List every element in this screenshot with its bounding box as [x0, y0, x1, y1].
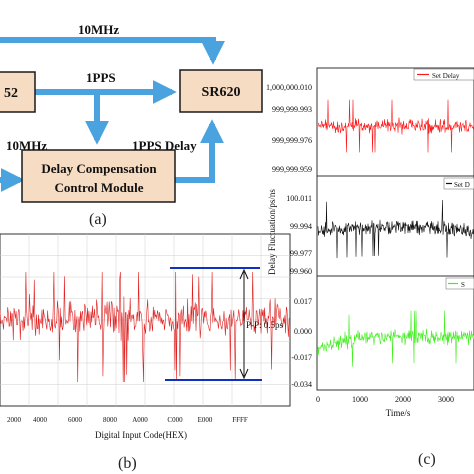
c-xtick-1: 1000: [352, 395, 368, 404]
c2-ytick-1: 99.994: [290, 222, 312, 231]
b-xtick: FFFF: [232, 416, 248, 424]
legend-c2: Set D: [443, 177, 474, 190]
b-xtick: C000: [167, 416, 183, 424]
plot-c-xticks: 0 1000 2000 3000: [316, 395, 454, 404]
legend-c3-label: S: [461, 281, 465, 289]
c3-ytick-1: 0.000: [294, 327, 312, 336]
sr620-block-label: SR620: [202, 85, 241, 100]
b-xtick: E000: [198, 416, 213, 424]
legend-c3: S: [445, 277, 474, 290]
plot-c3-series: [317, 310, 474, 367]
label-10mhz-top: 10MHz: [78, 22, 119, 37]
arrow-1pps-delay: [175, 119, 224, 183]
panel-a-diagram: 52 SR620 Delay Compensation Control Modu…: [0, 22, 263, 228]
b-xtick: A000: [132, 416, 148, 424]
b-xtick: 6000: [68, 416, 83, 424]
plot-c1-yticks: 1,000,000.010 999,999.993 999,999.976 99…: [266, 83, 312, 174]
label-1pps: 1PPS: [86, 70, 116, 85]
plot-c-ylabel: Delay Fluctuation/ps/ns: [267, 189, 277, 275]
plot-c3-yticks: 0.017 0.000 -0.017 -0.034: [291, 297, 312, 389]
pp-arrow-head-top: [239, 268, 249, 280]
c2-ytick-3: 99.960: [290, 267, 312, 276]
delay-module-label-2: Control Module: [55, 180, 144, 195]
c3-ytick-0: 0.017: [294, 297, 312, 306]
c-xtick-3: 3000: [438, 395, 454, 404]
c1-ytick-2: 999,999.976: [272, 136, 312, 145]
plot-c1-series: [318, 99, 474, 153]
plot-b-xticks: 2000 4000 6000 8000 A000 C000 E000 FFFF: [7, 416, 248, 424]
legend-c2-label: Set D: [454, 181, 470, 189]
caption-c: (c): [418, 451, 436, 468]
c2-ytick-0: 100.011: [286, 194, 312, 203]
c3-ytick-3: -0.034: [291, 380, 312, 389]
caption-a: (a): [89, 211, 107, 228]
c-xtick-2: 2000: [395, 395, 411, 404]
c1-ytick-1: 999,999.993: [272, 105, 312, 114]
diagram-arrows: [0, 37, 225, 192]
legend-c1-label: Set Delay: [432, 72, 460, 80]
c1-ytick-3: 999,999.959: [272, 165, 312, 174]
c3-ytick-2: -0.017: [291, 353, 312, 362]
label-1pps-delay: 1PPS Delay: [132, 138, 197, 153]
plot-b-grid: [0, 234, 290, 406]
c-xtick-0: 0: [316, 395, 320, 404]
source-block: [0, 71, 36, 113]
sr620-block: [179, 69, 263, 113]
b-xtick: 4000: [33, 416, 48, 424]
b-xtick: 8000: [103, 416, 118, 424]
source-block-label: 52: [4, 86, 18, 101]
pp-arrow-head-bottom: [239, 368, 249, 380]
delay-module-label-1: Delay Compensation: [41, 161, 157, 176]
plot-c-xlabel: Time/s: [386, 408, 411, 418]
legend-c1: Set Delay: [413, 68, 474, 81]
plot-b-xlabel: Digital Input Code(HEX): [95, 430, 187, 440]
arrow-10mhz-top: [0, 37, 225, 65]
plot-b-series: [0, 271, 291, 383]
plot-c2-series: [317, 199, 474, 259]
plot-c2-yticks: 100.011 99.994 99.977 99.960: [286, 194, 312, 276]
caption-b: (b): [118, 455, 137, 472]
c2-ytick-2: 99.977: [290, 249, 312, 258]
panel-c-chart: Set Delay Set D S 1,000,000.010 999,999.…: [266, 67, 474, 468]
b-xtick: 2000: [7, 416, 22, 424]
panel-b-chart: P-P: 0.5ps 2000 4000 6000 8000 A000 C000 E000 F…: [0, 233, 291, 472]
label-10mhz-left: 10MHz: [6, 138, 47, 153]
delay-module-block: [21, 149, 176, 203]
pp-annotation: P-P: 0.5ps: [246, 320, 284, 330]
c1-ytick-0: 1,000,000.010: [266, 83, 312, 92]
